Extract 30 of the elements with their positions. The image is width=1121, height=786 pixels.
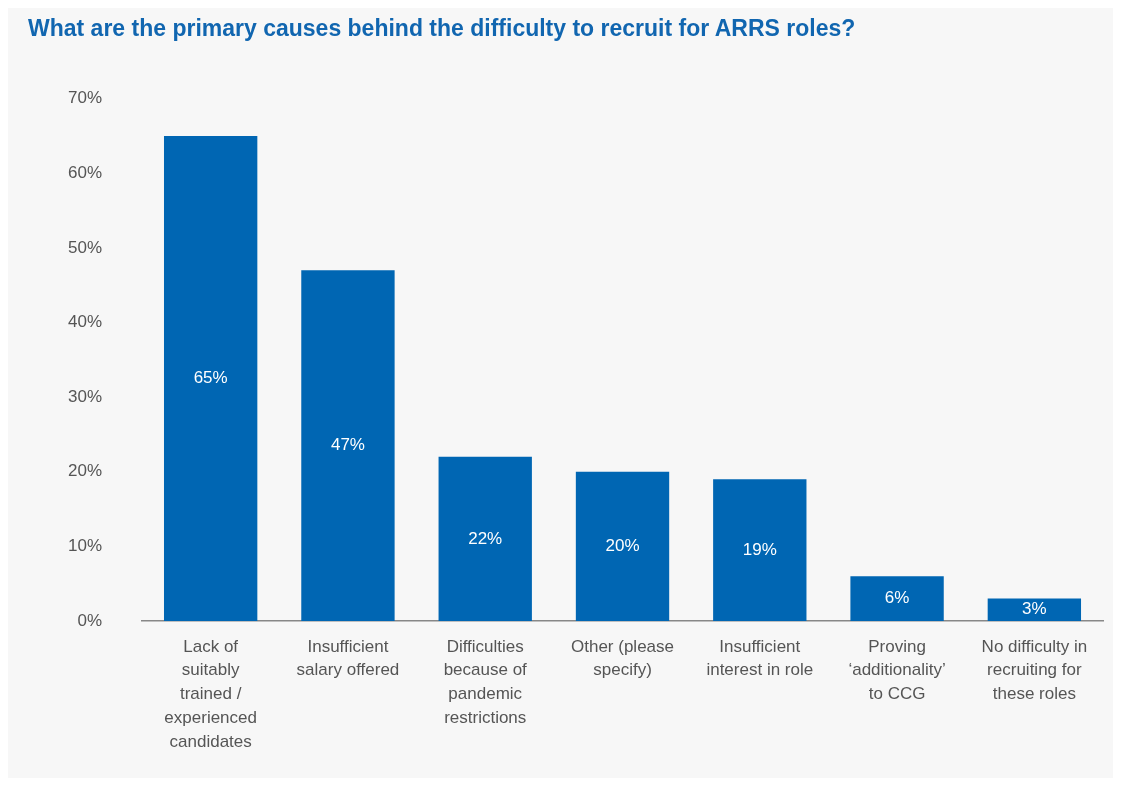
y-tick-label: 10% xyxy=(67,536,103,556)
x-tick-label: Difficulties because of pandemic restrictions xyxy=(443,636,528,727)
bar xyxy=(438,456,532,621)
data-label: 47% xyxy=(330,435,365,455)
bar xyxy=(301,270,395,621)
y-tick-label: 40% xyxy=(67,312,103,332)
y-tick-label: 70% xyxy=(67,88,103,108)
x-tick-label: Insufficient salary offered xyxy=(296,636,400,680)
data-label: 65% xyxy=(193,368,228,388)
bar xyxy=(850,576,944,621)
data-label: 22% xyxy=(468,528,503,548)
bar xyxy=(713,479,807,621)
x-tick-label: Proving ‘additionality’ to CCG xyxy=(848,636,946,704)
y-tick-label: 30% xyxy=(67,386,103,406)
data-label: 3% xyxy=(1022,599,1047,619)
bar xyxy=(987,598,1082,621)
bar xyxy=(163,135,258,621)
x-tick-label: No difficulty in recruiting for these roles xyxy=(981,636,1088,704)
x-tick-label: Insufficient interest in role xyxy=(706,636,814,680)
bar xyxy=(575,471,670,621)
y-tick-label: 60% xyxy=(67,162,103,182)
data-label: 6% xyxy=(884,588,910,608)
data-label: 19% xyxy=(742,539,777,559)
x-tick-label: Other (please specify) xyxy=(571,636,675,680)
y-tick-label: 0% xyxy=(77,610,103,630)
y-tick-label: 20% xyxy=(67,461,103,481)
data-label: 20% xyxy=(605,536,640,556)
chart-title: What are the primary causes behind the difficulty to recruit for ARRS roles? xyxy=(28,15,856,42)
y-tick-label: 50% xyxy=(67,237,103,257)
x-tick-label: Lack of suitably trained / experienced candidates xyxy=(164,636,257,751)
